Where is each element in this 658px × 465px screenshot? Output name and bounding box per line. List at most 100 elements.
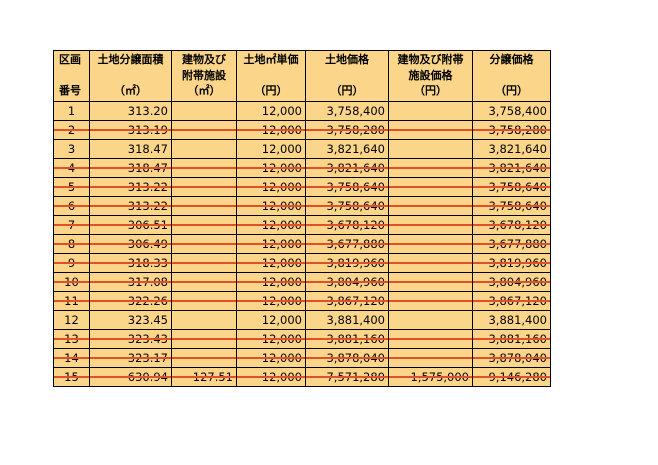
- cell-land-area: 318.33: [89, 253, 172, 273]
- header-building-area: 建物及び 附帯施設 （㎡）: [171, 50, 237, 102]
- header-land-price: 土地価格 （円）: [305, 50, 389, 102]
- cell-unit-price: 12,000: [236, 253, 306, 273]
- cell-building-price: [388, 120, 473, 140]
- cell-sale-price: 3,867,120: [472, 291, 551, 311]
- table-row: 12 323.45 12,000 3,881,400 3,881,400: [53, 310, 551, 330]
- cell-unit-price: 12,000: [236, 215, 306, 235]
- cell-building-area: [171, 177, 237, 197]
- cell-building-price: 1,575,000: [388, 367, 473, 387]
- cell-sale-price: 3,821,640: [472, 139, 551, 159]
- cell-lot-number: 9: [53, 253, 90, 273]
- cell-sale-price: 3,677,880: [472, 234, 551, 254]
- cell-land-price: 3,821,640: [305, 158, 389, 178]
- cell-land-area: 313.22: [89, 177, 172, 197]
- table-row: 4 318.47 12,000 3,821,640 3,821,640: [53, 158, 551, 178]
- cell-land-price: 3,758,400: [305, 101, 389, 121]
- cell-unit-price: 12,000: [236, 272, 306, 292]
- cell-unit-price: 12,000: [236, 196, 306, 216]
- cell-unit-price: 12,000: [236, 120, 306, 140]
- cell-lot-number: 14: [53, 348, 90, 368]
- cell-lot-number: 5: [53, 177, 90, 197]
- cell-building-price: [388, 196, 473, 216]
- cell-lot-number: 10: [53, 272, 90, 292]
- table-body: 1 313.20 12,000 3,758,400 3,758,400 2 313.19 12…: [53, 101, 551, 387]
- cell-building-area: [171, 291, 237, 311]
- cell-building-price: [388, 291, 473, 311]
- cell-land-price: 3,819,960: [305, 253, 389, 273]
- table-row: 8 306.49 12,000 3,677,880 3,677,880: [53, 234, 551, 254]
- header-sale-price: 分譲価格 （円）: [472, 50, 551, 102]
- cell-building-price: [388, 348, 473, 368]
- cell-lot-number: 8: [53, 234, 90, 254]
- table-row: 15 630.94 127.51 12,000 7,571,280 1,575,000 9,…: [53, 367, 551, 387]
- table-row: 13 323.43 12,000 3,881,160 3,881,160: [53, 329, 551, 349]
- cell-building-area: [171, 310, 237, 330]
- cell-sale-price: 3,758,400: [472, 101, 551, 121]
- cell-sale-price: 3,881,160: [472, 329, 551, 349]
- table-row: 7 306.51 12,000 3,678,120 3,678,120: [53, 215, 551, 235]
- cell-land-area: 318.47: [89, 139, 172, 159]
- cell-building-price: [388, 215, 473, 235]
- header-row: 区画 番号 土地分譲面積 （㎡） 建物及び 附帯施設 （㎡）: [53, 50, 551, 102]
- table-row: 10 317.08 12,000 3,804,960 3,804,960: [53, 272, 551, 292]
- cell-land-area: 322.26: [89, 291, 172, 311]
- cell-sale-price: 3,678,120: [472, 215, 551, 235]
- cell-land-area: 630.94: [89, 367, 172, 387]
- cell-unit-price: 12,000: [236, 101, 306, 121]
- cell-lot-number: 3: [53, 139, 90, 159]
- cell-lot-number: 15: [53, 367, 90, 387]
- cell-land-area: 323.43: [89, 329, 172, 349]
- cell-sale-price: 3,804,960: [472, 272, 551, 292]
- cell-building-area: [171, 329, 237, 349]
- cell-lot-number: 12: [53, 310, 90, 330]
- cell-building-area: [171, 139, 237, 159]
- cell-lot-number: 7: [53, 215, 90, 235]
- cell-unit-price: 12,000: [236, 177, 306, 197]
- cell-land-price: 3,821,640: [305, 139, 389, 159]
- cell-land-price: 3,677,880: [305, 234, 389, 254]
- cell-lot-number: 1: [53, 101, 90, 121]
- table-row: 1 313.20 12,000 3,758,400 3,758,400: [53, 101, 551, 121]
- cell-unit-price: 12,000: [236, 291, 306, 311]
- cell-building-price: [388, 234, 473, 254]
- table-row: 5 313.22 12,000 3,758,640 3,758,640: [53, 177, 551, 197]
- cell-lot-number: 4: [53, 158, 90, 178]
- cell-land-price: 3,678,120: [305, 215, 389, 235]
- cell-lot-number: 6: [53, 196, 90, 216]
- cell-land-area: 317.08: [89, 272, 172, 292]
- cell-building-price: [388, 253, 473, 273]
- cell-land-area: 306.49: [89, 234, 172, 254]
- cell-land-area: 313.20: [89, 101, 172, 121]
- cell-building-price: [388, 101, 473, 121]
- lot-price-table: 区画 番号 土地分譲面積 （㎡） 建物及び 附帯施設 （㎡）: [53, 50, 551, 387]
- header-building-price: 建物及び附帯 施設価格 （円）: [388, 50, 473, 102]
- cell-land-price: 3,758,640: [305, 177, 389, 197]
- cell-land-price: 7,571,280: [305, 367, 389, 387]
- cell-lot-number: 11: [53, 291, 90, 311]
- header-land-area: 土地分譲面積 （㎡）: [89, 50, 172, 102]
- cell-unit-price: 12,000: [236, 348, 306, 368]
- table-row: 6 313.22 12,000 3,758,640 3,758,640: [53, 196, 551, 216]
- cell-land-area: 306.51: [89, 215, 172, 235]
- cell-land-area: 313.22: [89, 196, 172, 216]
- header-lot-number: 区画 番号: [53, 50, 90, 102]
- cell-building-price: [388, 139, 473, 159]
- cell-building-area: [171, 272, 237, 292]
- cell-land-price: 3,758,640: [305, 196, 389, 216]
- cell-land-area: 318.47: [89, 158, 172, 178]
- cell-building-area: 127.51: [171, 367, 237, 387]
- cell-land-price: 3,867,120: [305, 291, 389, 311]
- cell-land-price: 3,804,960: [305, 272, 389, 292]
- cell-building-area: [171, 253, 237, 273]
- cell-land-price: 3,881,400: [305, 310, 389, 330]
- table-row: 14 323.17 12,000 3,878,040 3,878,040: [53, 348, 551, 368]
- cell-building-price: [388, 310, 473, 330]
- cell-building-area: [171, 215, 237, 235]
- cell-sale-price: 3,819,960: [472, 253, 551, 273]
- cell-sale-price: 3,758,640: [472, 177, 551, 197]
- header-unit-price: 土地㎡単価 （円）: [236, 50, 306, 102]
- cell-sale-price: 3,878,040: [472, 348, 551, 368]
- cell-building-area: [171, 348, 237, 368]
- table-row: 11 322.26 12,000 3,867,120 3,867,120: [53, 291, 551, 311]
- cell-land-area: 323.17: [89, 348, 172, 368]
